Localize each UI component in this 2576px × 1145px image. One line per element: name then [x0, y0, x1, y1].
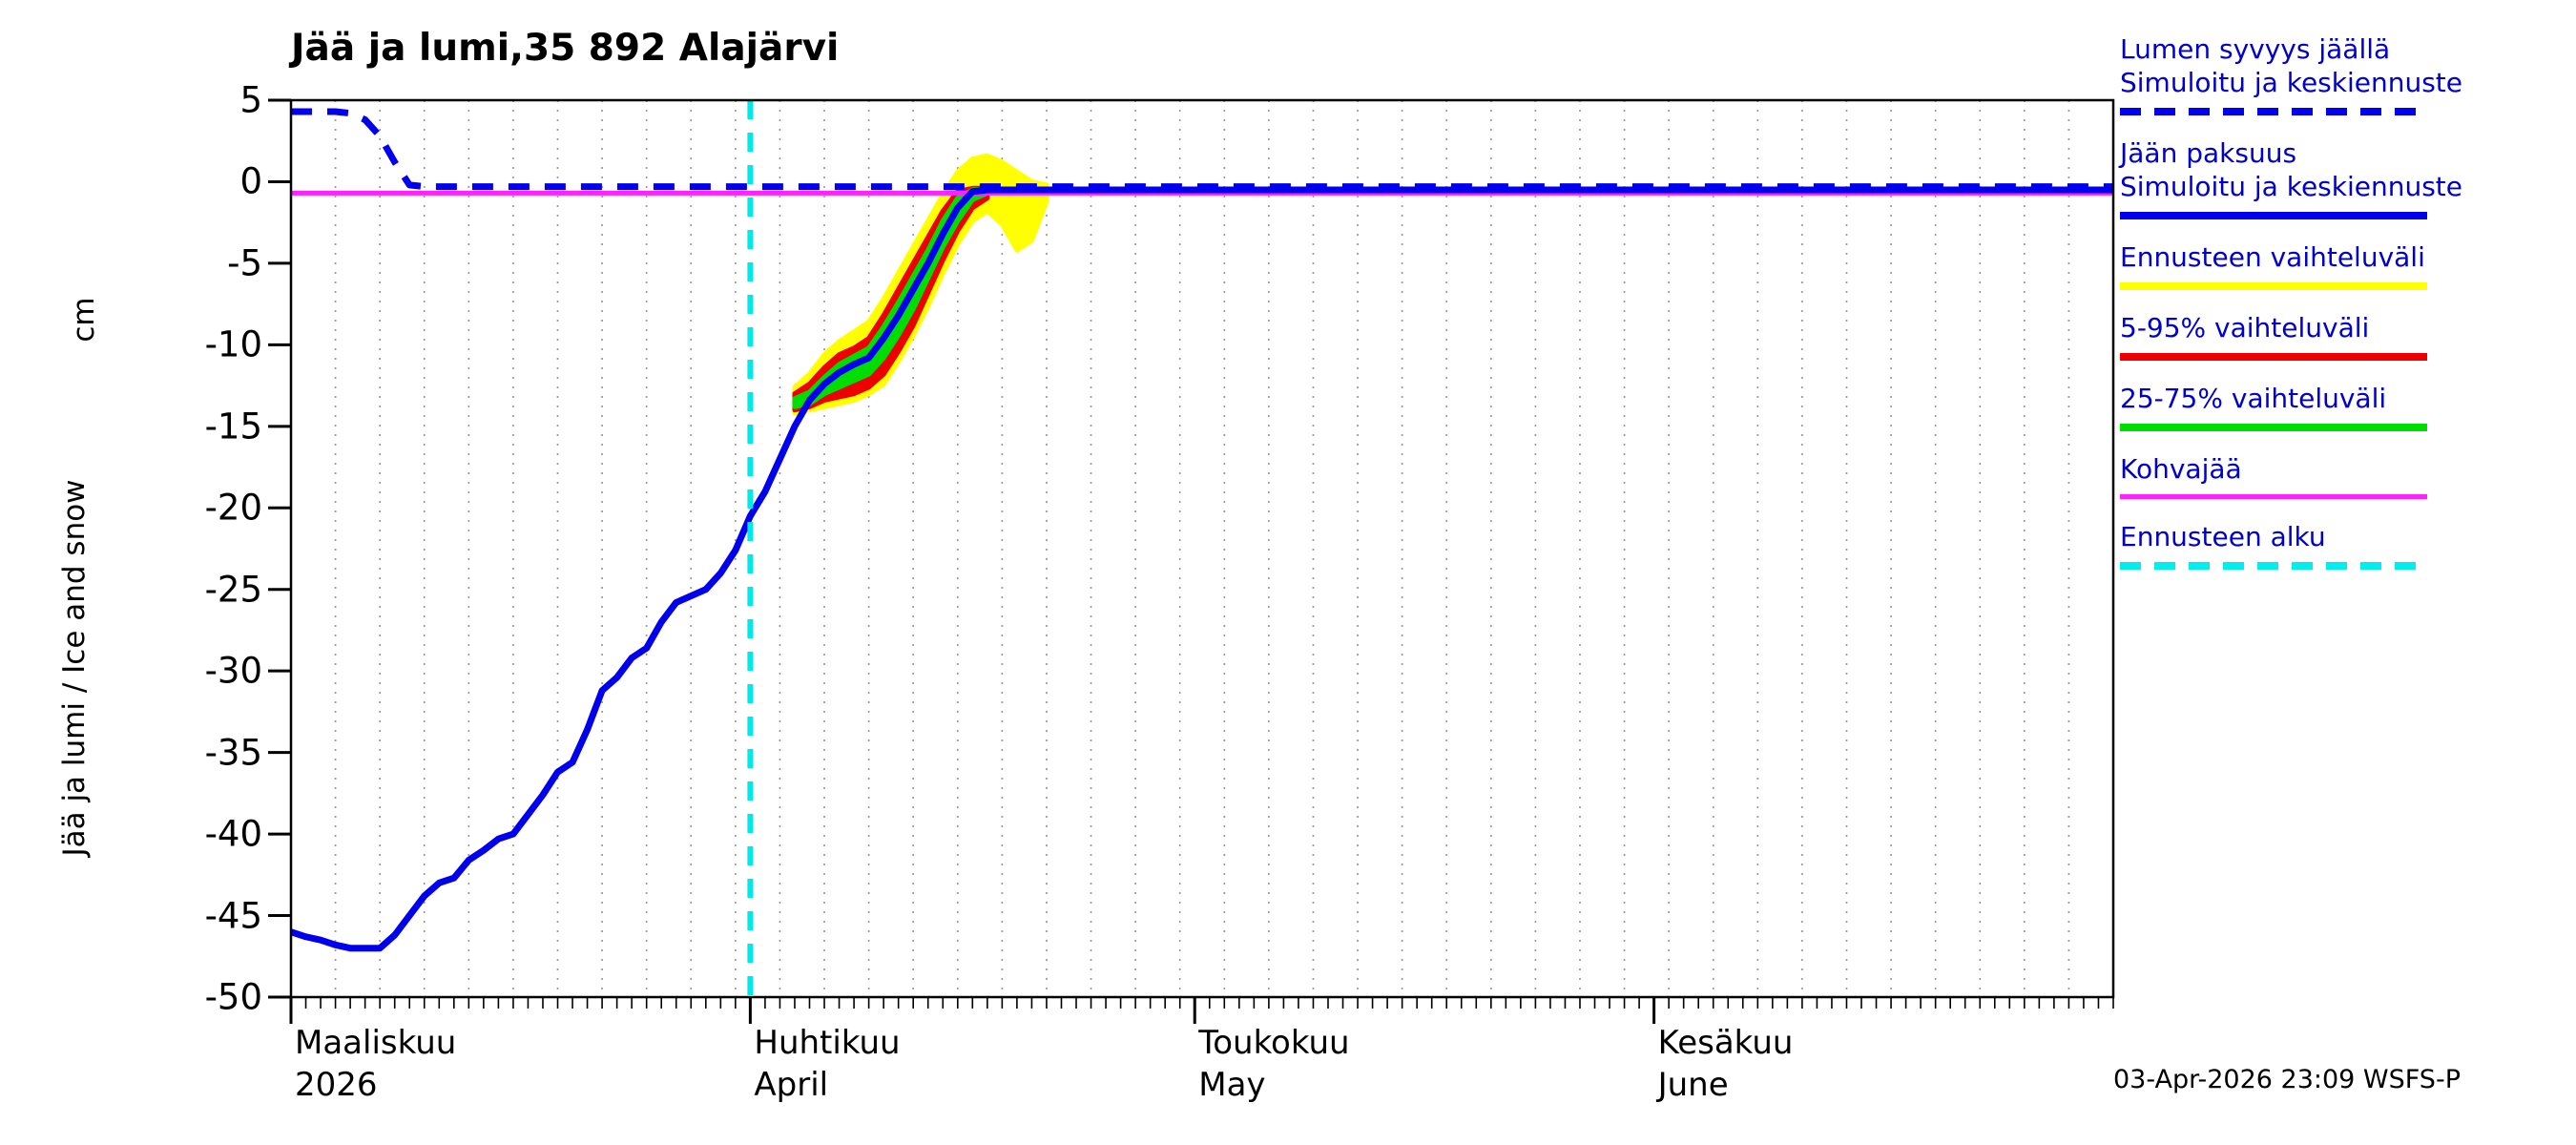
- legend-line-sample: [2120, 562, 2427, 570]
- plot-frame: [289, 98, 2115, 999]
- chart-title: Jää ja lumi,35 892 Alajärvi: [291, 27, 840, 70]
- legend-label: Simuloitu ja keskiennuste: [2120, 67, 2463, 98]
- month-name: Toukokuu: [1198, 1024, 1350, 1062]
- month-label-maaliskuu: Maaliskuu 2026: [295, 1023, 456, 1106]
- y-tick-label: -35: [204, 732, 262, 774]
- legend-label: 5-95% vaihteluväli: [2120, 312, 2370, 344]
- y-tick-label: 5: [239, 79, 262, 121]
- series-lumen-syvyys-jaalla: [291, 108, 2113, 191]
- month-name: Kesäkuu: [1657, 1024, 1794, 1062]
- legend-line-sample: [2120, 108, 2427, 115]
- legend-line-sample: [2120, 424, 2427, 431]
- legend-label: 25-75% vaihteluväli: [2120, 383, 2387, 414]
- month-subname: April: [754, 1065, 829, 1104]
- month-subname: May: [1198, 1065, 1266, 1104]
- month-name: Huhtikuu: [754, 1024, 901, 1062]
- legend-item-ennusteen-vaihteluvali: Ennusteen vaihteluväli: [2120, 240, 2427, 290]
- legend-label: Jään paksuus: [2120, 137, 2297, 169]
- legend-line-sample: [2120, 353, 2427, 361]
- y-tick-label: -40: [204, 813, 262, 855]
- month-subname: 2026: [295, 1065, 378, 1104]
- y-tick-label: -30: [204, 650, 262, 692]
- y-tick-label: -10: [204, 323, 262, 365]
- legend-line-sample: [2120, 282, 2427, 290]
- legend-label: Lumen syvyys jäällä: [2120, 33, 2391, 65]
- legend-line-sample: [2120, 212, 2427, 219]
- datestamp: 03-Apr-2026 23:09 WSFS-P: [2113, 1065, 2461, 1094]
- legend-item-5-95-vaihteluvali: 5-95% vaihteluväli: [2120, 311, 2427, 361]
- legend-item-kohvajaa: Kohvajää: [2120, 452, 2427, 499]
- legend-item-25-75-vaihteluvali: 25-75% vaihteluväli: [2120, 382, 2427, 431]
- series-jaan-paksuus: [289, 186, 2113, 952]
- y-tick-label: -15: [204, 406, 262, 448]
- y-tick-label: -50: [204, 976, 262, 1018]
- legend-item-lumen-syvyys-jaalla: Lumen syvyys jäällä Simuloitu ja keskienn…: [2120, 32, 2463, 115]
- y-tick-label: -20: [204, 487, 262, 529]
- y-tick-label: -5: [227, 242, 262, 284]
- y-tick-label: -25: [204, 569, 262, 611]
- legend-item-jaan-paksuus: Jään paksuus Simuloitu ja keskiennuste: [2120, 136, 2463, 219]
- legend-label: Ennusteen vaihteluväli: [2120, 241, 2425, 273]
- legend: Lumen syvyys jäällä Simuloitu ja keskienn…: [2120, 32, 2463, 591]
- legend-label: Kohvajää: [2120, 453, 2242, 485]
- month-label-kesäkuu: Kesäkuu June: [1658, 1023, 1794, 1106]
- legend-line-sample: [2120, 494, 2427, 499]
- legend-label: Simuloitu ja keskiennuste: [2120, 171, 2463, 202]
- y-tick-label: -45: [204, 895, 262, 937]
- month-subname: June: [1657, 1065, 1729, 1104]
- month-label-toukokuu: Toukokuu May: [1198, 1023, 1349, 1106]
- legend-label: Ennusteen alku: [2120, 521, 2326, 552]
- y-tick-label: 0: [239, 160, 262, 202]
- month-label-huhtikuu: Huhtikuu April: [754, 1023, 900, 1106]
- month-name: Maaliskuu: [295, 1024, 457, 1062]
- legend-item-ennusteen-alku: Ennusteen alku: [2120, 520, 2427, 570]
